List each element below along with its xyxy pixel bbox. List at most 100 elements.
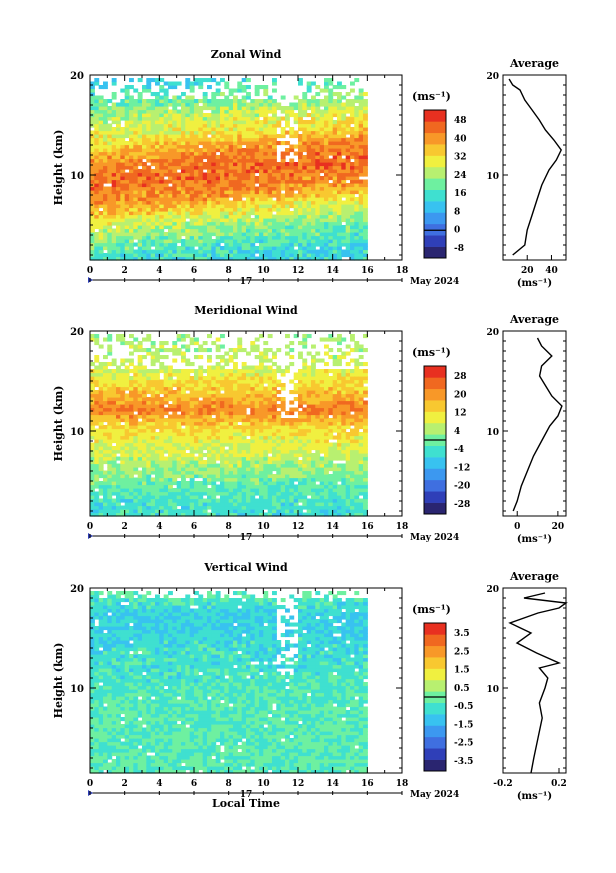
heatmap-cell xyxy=(155,214,160,219)
heatmap-cell xyxy=(94,428,100,433)
heatmap-cell xyxy=(189,512,195,517)
heatmap-cell xyxy=(207,204,212,209)
heatmap-cell xyxy=(254,165,260,170)
heatmap-cell xyxy=(250,456,256,461)
heatmap-cell xyxy=(163,225,169,230)
heatmap-cell xyxy=(285,232,290,237)
heatmap-cell xyxy=(272,137,277,142)
heatmap-cell xyxy=(220,365,225,370)
heatmap-cell xyxy=(168,439,173,444)
heatmap-cell xyxy=(298,211,303,216)
heatmap-cell xyxy=(254,239,260,244)
heatmap-cell xyxy=(237,218,243,223)
heatmap-cell xyxy=(124,190,130,195)
heatmap-cell xyxy=(237,81,243,86)
heatmap-cell xyxy=(250,193,256,198)
heatmap-cell xyxy=(185,491,191,496)
heatmap-cell xyxy=(272,179,277,184)
heatmap-cell xyxy=(207,502,212,507)
heatmap-cell xyxy=(363,186,368,191)
heatmap-cell xyxy=(146,484,152,489)
heatmap-cell xyxy=(172,428,178,433)
heatmap-cell xyxy=(120,414,126,419)
heatmap-cell xyxy=(332,204,338,209)
heatmap-cell xyxy=(98,491,104,496)
heatmap-cell xyxy=(237,337,243,342)
heatmap-cell xyxy=(176,253,182,258)
heatmap-cell xyxy=(189,183,195,188)
heatmap-cell xyxy=(142,102,147,107)
heatmap-cell xyxy=(202,151,208,156)
heatmap-cell xyxy=(246,477,251,482)
heatmap-cell xyxy=(107,474,113,479)
heatmap-cell xyxy=(107,169,113,174)
heatmap-cell xyxy=(241,204,247,209)
heatmap-cell xyxy=(233,477,238,482)
heatmap-cell xyxy=(172,193,178,198)
heatmap-cell xyxy=(246,253,251,258)
heatmap-cell xyxy=(259,463,264,468)
heatmap-cell xyxy=(207,197,212,202)
heatmap-cell xyxy=(241,235,247,240)
heatmap-cell xyxy=(250,453,256,458)
heatmap-cell xyxy=(311,225,316,230)
heatmap-cell xyxy=(163,397,169,402)
heatmap-cell xyxy=(155,470,160,475)
heatmap-cell xyxy=(176,334,182,339)
heatmap-cell xyxy=(111,372,117,377)
heatmap-cell xyxy=(315,130,321,135)
heatmap-cell xyxy=(246,193,251,198)
heatmap-cell xyxy=(250,442,256,447)
heatmap-cell xyxy=(285,162,290,167)
heatmap-cell xyxy=(220,228,225,233)
heatmap-cell xyxy=(220,109,225,114)
heatmap-cell xyxy=(176,172,182,177)
heatmap-cell xyxy=(163,242,169,247)
heatmap-cell xyxy=(319,88,325,93)
heatmap-cell xyxy=(168,467,173,472)
heatmap-cell xyxy=(272,141,277,146)
heatmap-cell xyxy=(220,439,225,444)
heatmap-cell xyxy=(280,256,286,261)
heatmap-cell xyxy=(181,491,186,496)
heatmap-cell xyxy=(328,88,334,93)
heatmap-cell xyxy=(94,491,100,496)
heatmap-cell xyxy=(172,130,178,135)
heatmap-cell xyxy=(181,155,186,160)
heatmap-cell xyxy=(211,109,217,114)
heatmap-cell xyxy=(94,495,100,500)
heatmap-cell xyxy=(98,151,104,156)
heatmap-cell xyxy=(194,130,199,135)
heatmap-cell xyxy=(237,463,243,468)
heatmap-cell xyxy=(237,379,243,384)
heatmap-cell xyxy=(254,491,260,496)
heatmap-cell xyxy=(237,470,243,475)
heatmap-cell xyxy=(263,432,269,437)
heatmap-cell xyxy=(259,446,264,451)
heatmap-cell xyxy=(90,453,95,458)
heatmap-cell xyxy=(246,256,251,261)
heatmap-cell xyxy=(103,141,108,146)
heatmap-cell xyxy=(302,137,308,142)
heatmap-cell xyxy=(146,421,152,426)
heatmap-cell xyxy=(220,491,225,496)
heatmap-cell xyxy=(142,137,147,142)
heatmap-cell xyxy=(194,341,199,346)
heatmap-cell xyxy=(237,116,243,121)
heatmap-cell xyxy=(263,186,269,191)
heatmap-cell xyxy=(150,439,156,444)
heatmap-cell xyxy=(176,470,182,475)
heatmap-cell xyxy=(246,211,251,216)
heatmap-cell xyxy=(259,144,264,149)
heatmap-cell xyxy=(324,190,329,195)
heatmap-cell xyxy=(241,207,247,212)
heatmap-cell xyxy=(168,141,173,146)
heatmap-cell xyxy=(116,256,121,261)
heatmap-cell xyxy=(116,123,121,128)
heatmap-cell xyxy=(328,221,334,226)
heatmap-cell xyxy=(189,123,195,128)
heatmap-cell xyxy=(146,232,152,237)
heatmap-cell xyxy=(168,85,173,90)
heatmap-cell xyxy=(142,218,147,223)
heatmap-cell xyxy=(146,512,152,517)
